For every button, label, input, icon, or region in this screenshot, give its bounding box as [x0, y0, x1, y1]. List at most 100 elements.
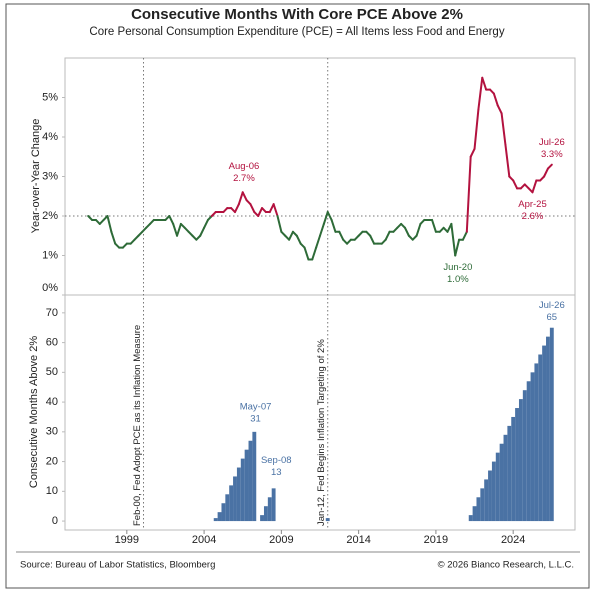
- bar: [515, 408, 519, 522]
- line-segment: [512, 179, 519, 190]
- y-tick-label: 40: [46, 396, 58, 408]
- line-segment: [268, 203, 275, 214]
- line-segment: [330, 218, 337, 233]
- line-segment: [315, 234, 321, 249]
- bar: [495, 452, 500, 522]
- bar: [480, 488, 485, 522]
- bar: [263, 506, 268, 522]
- chart-title: Consecutive Months With Core PCE Above 2…: [131, 6, 463, 23]
- line-segment: [454, 238, 461, 257]
- y-axis-title: Consecutive Months Above 2%: [28, 336, 40, 488]
- line-segment: [322, 211, 329, 225]
- bar: [484, 479, 489, 522]
- annotation-value: 2.6%: [522, 211, 544, 222]
- plot-frame: [64, 57, 576, 531]
- x-tick-label: 2004: [192, 534, 216, 546]
- line-segment: [295, 234, 302, 245]
- y-tick-label: 2%: [42, 210, 58, 222]
- line-segment: [272, 203, 279, 217]
- annotation-value: 1.0%: [447, 274, 469, 285]
- line-segment: [450, 222, 457, 257]
- line-segment: [500, 112, 507, 146]
- y-tick-label: 5%: [42, 91, 58, 103]
- y-tick-label: 0: [52, 515, 58, 527]
- y-tick-label: 0%: [42, 282, 58, 294]
- line-segment: [319, 222, 325, 237]
- annotation-label: Jul-26: [539, 137, 565, 148]
- bar: [260, 515, 264, 522]
- bar: [534, 363, 539, 522]
- bar: [503, 434, 508, 522]
- bar: [267, 497, 272, 522]
- line-segment: [473, 108, 480, 150]
- line-segment: [249, 203, 256, 214]
- x-tick-label: 2009: [269, 534, 293, 546]
- line-segment: [338, 230, 345, 241]
- x-tick-label: 1999: [115, 534, 139, 546]
- y-tick-label: 50: [46, 366, 58, 378]
- line-segment: [496, 104, 503, 115]
- y-tick-label: 10: [46, 485, 58, 497]
- bar: [225, 494, 230, 522]
- line-segment: [431, 218, 437, 233]
- line-segment: [257, 207, 264, 217]
- line-segment: [106, 215, 113, 233]
- outer-border: [5, 3, 590, 589]
- bar: [229, 485, 234, 522]
- bar: [271, 488, 276, 522]
- line-segment: [477, 76, 484, 111]
- bar: [542, 345, 547, 522]
- bar: [233, 476, 237, 522]
- bar: [488, 470, 492, 522]
- annotation-value: 65: [547, 312, 558, 323]
- line-segment: [404, 226, 410, 237]
- line-segment: [311, 246, 318, 261]
- bar: [546, 336, 550, 522]
- line-segment: [492, 92, 499, 107]
- y-tick-label: 30: [46, 426, 58, 438]
- bar: [248, 440, 253, 522]
- y-axis-title: Year-over-Year Change: [30, 119, 42, 234]
- bar: [213, 518, 218, 522]
- annotation-label: Apr-25: [518, 199, 547, 210]
- line-segment: [237, 191, 244, 206]
- annotation-label: Aug-06: [229, 161, 260, 172]
- copyright: © 2026 Bianco Research, L.L.C.: [438, 560, 574, 571]
- bar: [522, 390, 527, 522]
- bar: [507, 425, 512, 522]
- annotation-label: May-07: [240, 401, 272, 412]
- line-segment: [461, 230, 468, 241]
- line-segment: [234, 203, 240, 214]
- y-tick-label: 1%: [42, 249, 58, 261]
- line-segment: [303, 246, 310, 261]
- bar: [491, 461, 496, 522]
- line-segment: [326, 211, 333, 221]
- y-tick-label: 60: [46, 337, 58, 349]
- bar: [538, 354, 543, 522]
- line-segment: [531, 179, 538, 194]
- bar: [240, 458, 245, 522]
- bar: [221, 503, 226, 522]
- line-segment: [276, 215, 283, 233]
- annotation-value: 13: [271, 467, 282, 478]
- line-segment: [203, 218, 209, 229]
- x-tick-label: 2024: [501, 534, 525, 546]
- bar: [472, 506, 477, 522]
- source: Source: Bureau of Labor Statistics, Bloo…: [20, 560, 215, 571]
- line-segment: [469, 147, 476, 158]
- bar: [468, 515, 473, 522]
- x-tick-label: 2019: [424, 534, 448, 546]
- event-label: Jan-12, Fed Begins Inflation Targeting o…: [316, 339, 327, 526]
- bar: [518, 399, 523, 522]
- bar: [244, 449, 249, 522]
- bar: [530, 372, 535, 522]
- line-segment: [384, 230, 391, 241]
- bar: [252, 431, 257, 522]
- annotation-label: Jun-20: [443, 262, 472, 273]
- annotation-label: Sep-08: [261, 455, 292, 466]
- line-segment: [546, 163, 553, 170]
- line-segment: [110, 230, 117, 245]
- chart-subtitle: Core Personal Consumption Expenditure (P…: [89, 26, 504, 38]
